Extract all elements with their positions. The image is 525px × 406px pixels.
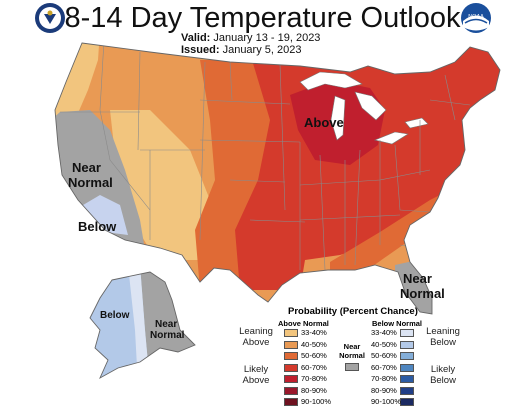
near-header-line1: Near — [343, 342, 361, 351]
above-swatch-2 — [284, 340, 298, 349]
alaska — [89, 271, 196, 380]
below-bin-label-4: 60-70% — [371, 362, 397, 372]
above-swatch-6 — [284, 386, 298, 395]
likely-below-line1: Likely — [430, 364, 456, 375]
above-swatch-1 — [284, 329, 298, 337]
likely-below-line2: Below — [430, 375, 456, 386]
leaning-above-line1: Leaning — [239, 326, 273, 337]
below-swatch-4 — [400, 363, 414, 372]
noaa-logo: NOAA — [461, 3, 491, 33]
west-below-label: Below — [78, 219, 117, 234]
below-swatch-2 — [400, 340, 414, 349]
below-swatch-1 — [400, 329, 414, 337]
below-bin-label-1: 33-40% — [371, 328, 397, 337]
above-label: Above — [304, 115, 344, 130]
below-swatch-3 — [400, 352, 414, 360]
valid-dates: January 13 - 19, 2023 — [213, 32, 321, 44]
state-boundaries — [60, 43, 471, 271]
leaning-below-line2: Below — [430, 337, 456, 348]
issued-label: Issued: — [181, 44, 220, 56]
likely-above-line1: Likely — [243, 364, 269, 375]
above-bin-label-5: 70-80% — [301, 374, 327, 383]
above-bin-label-3: 50-60% — [301, 351, 327, 360]
above-bin-label-7: 90-100% — [301, 397, 332, 406]
valid-line: Valid: January 13 - 19, 2023 — [181, 32, 320, 44]
noaa-logo-text: NOAA — [468, 14, 484, 20]
below-bin-label-5: 70-80% — [371, 374, 397, 383]
below-swatch-6 — [400, 386, 414, 395]
legend-near-normal-header: Near Normal — [337, 342, 367, 360]
legend-above-header: Above Normal — [278, 319, 329, 328]
issued-date: January 5, 2023 — [222, 44, 302, 56]
page-title: 8-14 Day Temperature Outlook — [64, 2, 461, 34]
se-near-normal-label-2: Normal — [400, 286, 445, 301]
below-bin-label-2: 40-50% — [371, 339, 397, 349]
above-bin-label-6: 80-90% — [301, 385, 327, 395]
alaska-near-normal-label-1: Near — [155, 319, 178, 330]
leaning-below-line1: Leaning — [426, 326, 460, 337]
leaning-above-line2: Above — [242, 337, 270, 348]
above-bin-label-1: 33-40% — [301, 328, 327, 337]
near-header-line2: Normal — [339, 351, 365, 360]
above-bin-label-2: 40-50% — [301, 339, 327, 349]
below-bin-label-6: 80-90% — [371, 385, 397, 395]
great-lakes — [299, 71, 429, 145]
alaska-near-normal-label-2: Normal — [150, 330, 185, 341]
legend-leaning-above: Leaning Above — [236, 326, 276, 348]
legend-leaning-below: Leaning Below — [423, 326, 463, 348]
legend-near-normal-swatch — [345, 363, 359, 371]
doc-seal-logo — [35, 3, 65, 33]
below-bin-label-7: 90-100% — [371, 397, 402, 406]
west-near-normal-label-1: Near — [72, 160, 101, 175]
above-swatch-4 — [284, 363, 298, 372]
valid-label: Valid: — [181, 32, 211, 44]
below-bin-label-3: 50-60% — [371, 351, 397, 360]
legend-below-header: Below Normal — [372, 319, 423, 328]
west-near-normal-label-2: Normal — [68, 175, 113, 190]
se-near-normal-label-1: Near — [403, 271, 432, 286]
likely-above-line2: Above — [242, 375, 270, 386]
conus-outline — [54, 42, 501, 315]
below-swatch-5 — [400, 375, 414, 383]
above-bin-label-4: 60-70% — [301, 362, 327, 372]
legend-likely-above: Likely Above — [236, 364, 276, 386]
alaska-below-label: Below — [100, 310, 130, 321]
legend-likely-below: Likely Below — [423, 364, 463, 386]
legend-title: Probability (Percent Chance) — [288, 306, 418, 317]
above-swatch-3 — [284, 352, 298, 360]
issued-line: Issued: January 5, 2023 — [181, 44, 301, 56]
above-swatch-5 — [284, 375, 298, 383]
